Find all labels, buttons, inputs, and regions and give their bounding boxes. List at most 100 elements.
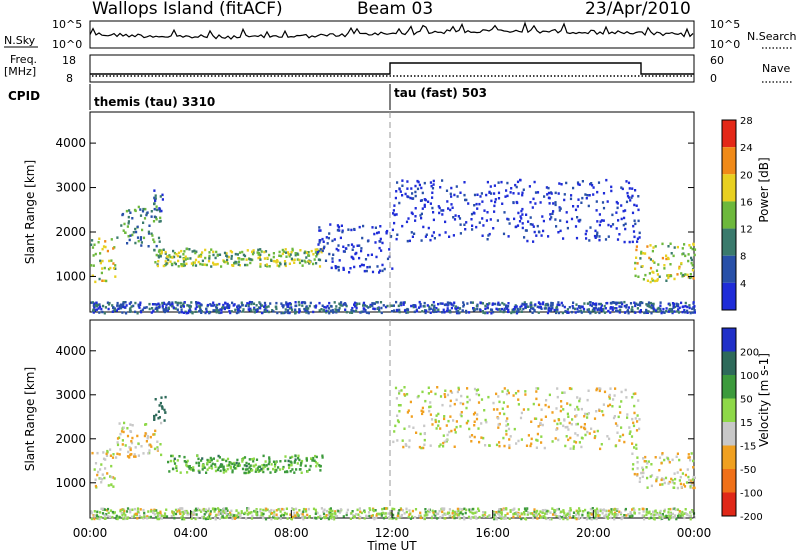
echo-cell (212, 253, 215, 257)
echo-cell (418, 300, 421, 304)
echo-cell (154, 261, 157, 264)
echo-cell (498, 444, 501, 448)
echo-cell (423, 305, 426, 308)
echo-cell (264, 465, 267, 468)
echo-cell (554, 308, 557, 312)
echo-cell (614, 301, 617, 304)
echo-cell (134, 301, 137, 305)
echo-cell (308, 515, 311, 518)
echo-cell (651, 513, 654, 517)
echo-cell (446, 301, 449, 304)
echo-cell (530, 305, 533, 309)
echo-cell (596, 510, 599, 514)
echo-cell (246, 249, 249, 252)
echo-cell (121, 439, 124, 442)
echo-cell (635, 429, 639, 432)
echo-cell (171, 301, 174, 304)
echo-cell (401, 179, 404, 182)
echo-cell (159, 512, 162, 515)
echo-cell (216, 468, 219, 472)
echo-cell (201, 515, 204, 519)
echo-cell (233, 463, 236, 467)
echo-cell (150, 210, 153, 213)
echo-cell (569, 403, 572, 407)
echo-cell (671, 458, 674, 462)
echo-cell (457, 311, 460, 315)
echo-cell (530, 437, 533, 441)
echo-cell (484, 511, 487, 514)
echo-cell (170, 514, 173, 518)
echo-cell (427, 200, 430, 203)
echo-cell (100, 481, 103, 484)
echo-cell (381, 269, 384, 273)
echo-cell (599, 509, 602, 513)
echo-cell (580, 309, 583, 313)
echo-cell (176, 459, 179, 462)
echo-cell (287, 253, 290, 256)
echo-cell (429, 307, 432, 310)
echo-cell (328, 232, 331, 235)
echo-cell (667, 245, 670, 248)
echo-cell (555, 428, 558, 431)
echo-cell (615, 310, 618, 313)
echo-cell (441, 510, 444, 514)
colorbar-tick-label: 28 (740, 116, 753, 127)
echo-cell (453, 402, 456, 406)
echo-cell (114, 264, 117, 267)
echo-cell (614, 422, 618, 425)
echo-cell (574, 415, 577, 418)
echo-cell (392, 212, 395, 215)
echo-cell (505, 516, 508, 520)
echo-cell (631, 187, 634, 190)
echo-cell (415, 310, 419, 313)
echo-cell (154, 429, 157, 433)
echo-cell (364, 309, 367, 312)
echo-cell (422, 225, 425, 229)
echo-cell (375, 516, 378, 520)
nave-tick-bottom: 0 (710, 72, 717, 85)
echo-cell (266, 467, 269, 471)
echo-cell (371, 270, 375, 274)
echo-cell (465, 311, 468, 314)
echo-cell (582, 310, 586, 313)
echo-cell (543, 195, 546, 198)
echo-cell (101, 279, 104, 282)
echo-cell (653, 309, 656, 313)
echo-cell (123, 222, 126, 226)
echo-cell (186, 304, 189, 307)
echo-cell (465, 421, 469, 425)
echo-cell (405, 311, 408, 314)
echo-cell (665, 254, 668, 257)
echo-cell (229, 511, 232, 514)
echo-cell (663, 508, 666, 512)
echo-cell (593, 307, 596, 310)
echo-cell (290, 517, 293, 521)
echo-cell (291, 455, 294, 459)
echo-cell (438, 233, 441, 237)
echo-cell (498, 308, 501, 311)
echo-cell (441, 302, 444, 305)
echo-cell (130, 515, 134, 519)
echo-cell (319, 469, 322, 472)
echo-cell (127, 222, 130, 225)
echo-cell (452, 419, 455, 422)
echo-cell (648, 517, 651, 520)
echo-cell (503, 308, 506, 312)
echo-cell (210, 459, 213, 462)
colorbar-swatch (722, 120, 736, 148)
echo-cell (345, 511, 348, 515)
echo-cell (387, 512, 390, 515)
echo-cell (142, 517, 145, 520)
echo-cell (576, 396, 579, 399)
echo-cell (572, 306, 575, 310)
echo-cell (590, 182, 593, 185)
echo-cell (294, 507, 298, 511)
echo-cell (259, 306, 262, 310)
echo-cell (473, 435, 476, 439)
echo-cell (199, 308, 202, 311)
echo-cell (633, 511, 636, 514)
echo-cell (284, 248, 287, 251)
echo-cell (368, 265, 371, 269)
echo-cell (589, 303, 592, 307)
echo-cell (454, 214, 457, 217)
